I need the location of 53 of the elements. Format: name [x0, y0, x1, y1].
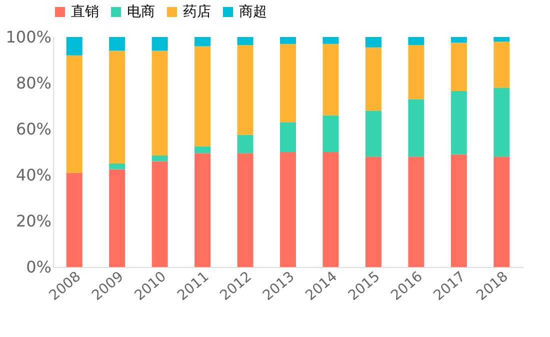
bar	[280, 37, 296, 44]
bar	[109, 37, 126, 51]
y-tick-label: 100%	[6, 28, 52, 46]
bar	[152, 50, 168, 156]
bar	[237, 37, 254, 46]
bar	[280, 152, 296, 267]
bar	[237, 134, 254, 154]
bar	[280, 122, 296, 152]
bar	[152, 161, 168, 267]
bar	[408, 37, 424, 46]
bar	[408, 156, 424, 267]
bar	[365, 47, 382, 111]
bar	[494, 88, 510, 157]
bar	[66, 172, 82, 267]
bar	[66, 55, 82, 173]
bar	[408, 99, 424, 157]
bar	[152, 37, 168, 51]
bar	[494, 42, 510, 88]
bar	[109, 50, 126, 164]
bar	[450, 154, 467, 267]
legend-label: 药店	[183, 4, 211, 20]
bar	[194, 37, 211, 46]
bar	[194, 46, 211, 146]
bar	[494, 156, 510, 267]
bar	[152, 155, 168, 162]
bar	[237, 153, 254, 267]
bar	[194, 146, 211, 154]
bar	[280, 44, 296, 122]
bar	[109, 164, 126, 170]
y-tick-label: 0%	[26, 258, 52, 276]
bar	[408, 45, 424, 100]
legend-label: 直销	[71, 4, 99, 20]
bar	[237, 45, 254, 135]
bar	[450, 91, 467, 154]
bar	[365, 37, 382, 48]
bar	[194, 153, 211, 267]
bar	[450, 37, 467, 43]
bar	[109, 169, 126, 267]
bar	[494, 37, 510, 42]
legend-label: 电商	[127, 4, 155, 20]
bar	[322, 44, 339, 116]
y-tick-label: 80%	[16, 74, 52, 92]
y-tick-label: 60%	[16, 120, 52, 138]
y-tick-label: 20%	[16, 212, 52, 230]
bar	[365, 110, 382, 157]
bar	[322, 152, 339, 267]
y-tick-label: 40%	[16, 166, 52, 184]
bar	[365, 156, 382, 267]
bar	[322, 115, 339, 152]
legend-label: 商超	[239, 4, 267, 20]
bar	[450, 42, 467, 92]
bar	[322, 37, 339, 44]
bar	[66, 37, 82, 56]
